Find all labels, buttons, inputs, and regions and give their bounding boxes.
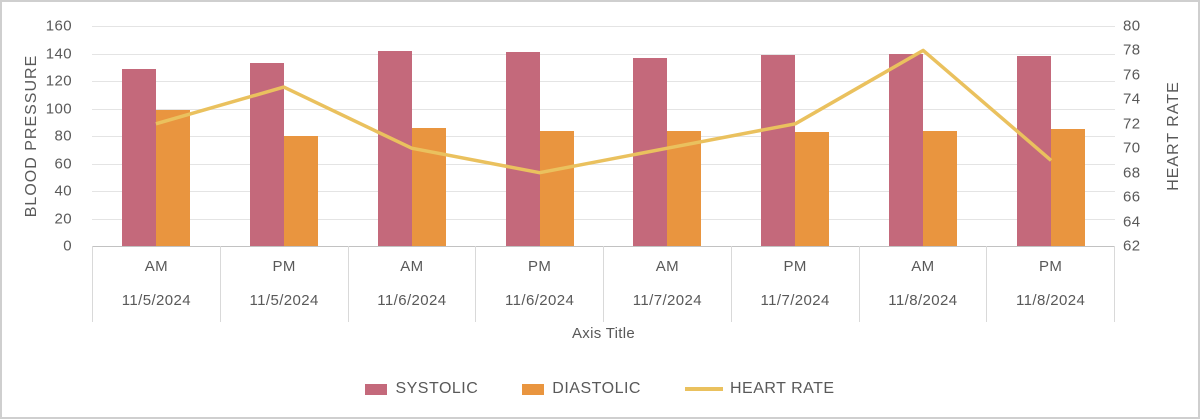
secondary-axis-ticks: 62 64 66 68 70 72 74 76 78 80 bbox=[1123, 18, 1183, 255]
legend-item-heart-rate[interactable]: HEART RATE bbox=[684, 380, 835, 398]
diastolic-bar[interactable] bbox=[155, 109, 190, 246]
category-period: AM bbox=[655, 258, 680, 275]
category-period: PM bbox=[272, 258, 296, 275]
category-date: 11/6/2024 bbox=[377, 292, 447, 309]
diastolic-bar[interactable] bbox=[283, 136, 318, 246]
secondary-tick-label: 72 bbox=[1123, 115, 1141, 133]
systolic-bar[interactable] bbox=[889, 53, 924, 246]
primary-tick-label: 140 bbox=[45, 45, 72, 62]
gridline bbox=[92, 218, 1115, 220]
diastolic-bar[interactable] bbox=[923, 130, 958, 246]
secondary-tick-label: 74 bbox=[1123, 90, 1141, 108]
secondary-tick-label: 62 bbox=[1123, 237, 1141, 255]
gridline bbox=[92, 136, 1115, 137]
diastolic-bar[interactable] bbox=[411, 127, 446, 246]
category-period: AM bbox=[911, 258, 935, 275]
category-axis: AM 11/5/2024 PM 11/5/2024 AM 11/6/2024 PM 11/6/… bbox=[92, 246, 1115, 322]
bar-group bbox=[92, 26, 220, 246]
primary-tick-label: 120 bbox=[45, 72, 72, 90]
secondary-axis-title[interactable]: HEART RATE bbox=[1165, 81, 1182, 191]
heart-rate-line[interactable] bbox=[155, 48, 1053, 175]
primary-tick-label: 0 bbox=[63, 237, 72, 255]
category-label: PM 11/8/2024 bbox=[986, 246, 1114, 322]
bar-group bbox=[348, 26, 476, 246]
gridline bbox=[92, 26, 1115, 27]
gridline bbox=[92, 53, 1115, 55]
category-label: AM 11/8/2024 bbox=[858, 246, 987, 322]
legend-item-diastolic[interactable]: DIASTOLIC bbox=[522, 380, 641, 398]
category-period: AM bbox=[144, 258, 169, 275]
primary-tick-label: 40 bbox=[54, 182, 72, 200]
plot-area bbox=[92, 26, 1115, 247]
category-period: AM bbox=[400, 258, 424, 275]
systolic-bar[interactable] bbox=[121, 68, 156, 246]
secondary-tick-label: 68 bbox=[1123, 164, 1141, 182]
category-date: 11/5/2024 bbox=[249, 292, 319, 309]
diastolic-bar[interactable] bbox=[795, 131, 830, 246]
category-label: AM 11/5/2024 bbox=[92, 246, 220, 322]
bars-layer bbox=[92, 26, 1115, 246]
secondary-tick-label: 76 bbox=[1123, 66, 1141, 84]
primary-tick-label: 80 bbox=[54, 127, 72, 145]
category-date: 11/7/2024 bbox=[760, 292, 830, 309]
diastolic-bar[interactable] bbox=[667, 130, 702, 246]
bar-group bbox=[987, 26, 1115, 246]
diastolic-bar[interactable] bbox=[539, 130, 574, 246]
category-period: PM bbox=[783, 258, 807, 275]
x-axis-title[interactable]: Axis Title bbox=[571, 325, 635, 342]
primary-tick-label: 100 bbox=[45, 100, 72, 117]
primary-tick-label: 20 bbox=[54, 210, 72, 227]
systolic-bar[interactable] bbox=[761, 54, 796, 246]
category-period: PM bbox=[1038, 258, 1063, 275]
category-label: AM 11/7/2024 bbox=[603, 246, 731, 322]
systolic-bar[interactable] bbox=[377, 50, 412, 246]
diastolic-bar[interactable] bbox=[1051, 129, 1086, 246]
category-label: PM 11/5/2024 bbox=[219, 246, 348, 322]
category-date: 11/8/2024 bbox=[888, 292, 958, 309]
legend-label: SYSTOLIC bbox=[395, 380, 479, 397]
legend-item-systolic[interactable]: SYSTOLIC bbox=[365, 380, 478, 398]
category-date: 11/7/2024 bbox=[632, 292, 702, 309]
gridline bbox=[92, 191, 1115, 192]
category-label: PM 11/7/2024 bbox=[730, 246, 859, 322]
category-date: 11/8/2024 bbox=[1016, 292, 1086, 309]
primary-tick-label: 160 bbox=[45, 17, 72, 35]
secondary-tick-label: 64 bbox=[1123, 213, 1141, 231]
line-layer bbox=[92, 26, 1115, 246]
category-label: AM 11/6/2024 bbox=[347, 246, 476, 322]
category-date: 11/5/2024 bbox=[121, 292, 191, 309]
gridline bbox=[92, 108, 1115, 110]
primary-axis-ticks: 0 20 40 60 80 100 120 140 160 bbox=[2, 18, 82, 255]
legend-label: HEART RATE bbox=[729, 380, 835, 397]
category-period: PM bbox=[527, 258, 552, 275]
bar-group bbox=[859, 26, 987, 246]
secondary-tick-label: 66 bbox=[1123, 188, 1141, 206]
secondary-tick-label: 80 bbox=[1123, 17, 1141, 35]
bar-group bbox=[731, 26, 859, 246]
legend-label: DIASTOLIC bbox=[552, 380, 641, 397]
category-date: 11/6/2024 bbox=[505, 292, 575, 309]
gridline bbox=[92, 163, 1115, 165]
systolic-bar[interactable] bbox=[505, 52, 540, 246]
legend: SYSTOLIC DIASTOLIC HEART RATE bbox=[2, 375, 1198, 403]
category-label: PM 11/6/2024 bbox=[475, 246, 603, 322]
legend-line-swatch bbox=[684, 387, 723, 391]
bar-group bbox=[476, 26, 604, 246]
legend-bar-swatch bbox=[522, 383, 545, 395]
secondary-tick-label: 70 bbox=[1123, 139, 1141, 157]
gridline bbox=[92, 81, 1115, 82]
secondary-tick-label: 78 bbox=[1123, 41, 1141, 59]
primary-tick-label: 60 bbox=[54, 155, 72, 172]
systolic-bar[interactable] bbox=[1017, 56, 1052, 246]
legend-bar-swatch bbox=[365, 383, 388, 395]
